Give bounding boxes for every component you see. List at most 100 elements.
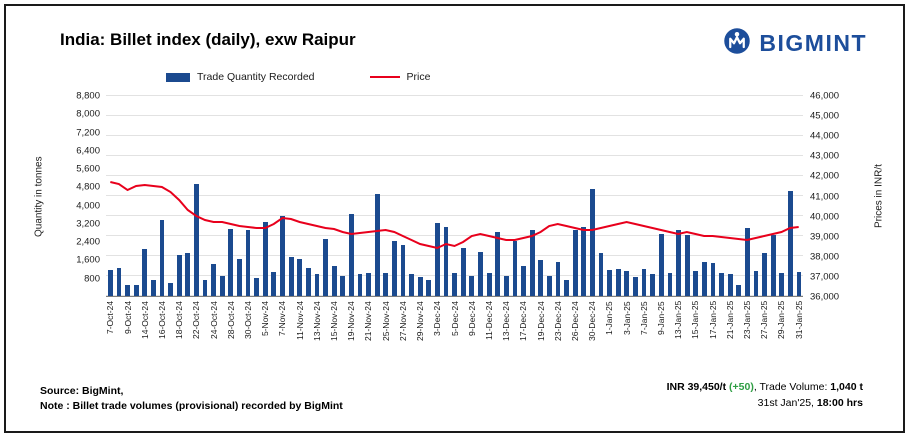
timestamp-line: 31st Jan'25, 18:00 hrs: [667, 395, 863, 411]
quantity-bar: [701, 261, 707, 296]
gridline: [106, 115, 803, 116]
quantity-bar: [469, 275, 475, 296]
x-tick-label: 30-Oct-24: [242, 301, 253, 339]
quantity-bar: [168, 283, 173, 296]
bar-slot: [468, 96, 477, 296]
quantity-bar: [237, 259, 242, 296]
right-tick-label: 38,000: [810, 251, 840, 263]
x-tick-label: 9-Jan-25: [656, 301, 667, 335]
bar-slot: [597, 96, 606, 296]
x-tick-label: 30-Dec-24: [587, 301, 598, 341]
bar-slot: [364, 96, 373, 296]
quantity-bar: [615, 268, 621, 296]
quantity-bar: [478, 251, 483, 296]
x-tick-label: 16-Oct-24: [156, 301, 167, 339]
brand-name: BIGMINT: [759, 30, 867, 56]
left-axis-title: Quantity in tonnes: [33, 156, 45, 237]
bar-slot: [795, 96, 804, 296]
left-tick-label: 4,000: [76, 200, 100, 212]
right-tick-label: 45,000: [810, 110, 840, 122]
note-text: Note : Billet trade volumes (provisional…: [40, 400, 343, 412]
volume-prefix: , Trade Volume:: [753, 381, 831, 393]
x-tick-label: 11-Dec-24: [483, 301, 494, 341]
quantity-bar: [305, 267, 311, 296]
quantity-bar: [598, 252, 604, 296]
x-tick-label: 24-Oct-24: [208, 301, 219, 339]
bar-slot: [519, 96, 528, 296]
chart-legend: Trade Quantity Recorded Price: [166, 71, 430, 83]
latest-price: INR 39,450/t: [666, 381, 727, 393]
bar-slot: [433, 96, 442, 296]
bar-slot: [373, 96, 382, 296]
quantity-bar: [719, 273, 724, 296]
bar-slot: [786, 96, 795, 296]
x-tick-label: 7-Oct-24: [105, 301, 116, 335]
page-title: India: Billet index (daily), exw Raipur: [60, 30, 356, 49]
bar-slot: [304, 96, 313, 296]
quantity-bar: [710, 263, 716, 296]
quantity-bar: [538, 259, 544, 296]
right-tick-label: 36,000: [810, 291, 840, 303]
bar-slot: [666, 96, 675, 296]
x-tick-label: 19-Nov-24: [346, 301, 357, 341]
legend-label-price: Price: [406, 71, 431, 83]
quantity-bar: [796, 272, 802, 296]
bar-slot: [278, 96, 287, 296]
x-tick-label: 27-Jan-25: [759, 301, 770, 340]
quantity-bar: [176, 255, 182, 296]
x-tick-label: 7-Jan-25: [638, 301, 649, 335]
x-tick-label: 29-Jan-25: [776, 301, 787, 340]
x-tick-label: 9-Dec-24: [466, 301, 477, 336]
x-tick-label: 25-Nov-24: [380, 301, 391, 341]
bar-slot: [123, 96, 132, 296]
price-summary-line: INR 39,450/t (+50), Trade Volume: 1,040 …: [667, 379, 863, 395]
quantity-bar: [435, 223, 440, 296]
left-tick-label: 6,400: [76, 145, 100, 157]
bar-slot: [717, 96, 726, 296]
quantity-bar: [228, 228, 234, 296]
quantity-bar: [340, 275, 346, 296]
quantity-bar: [581, 226, 587, 296]
footer-source-block: Source: BigMint, Note : Billet trade vol…: [40, 384, 343, 414]
left-tick-label: 8,000: [76, 108, 100, 120]
x-tick-label: 15-Nov-24: [329, 301, 340, 341]
quantity-bar: [693, 271, 699, 296]
left-tick-label: 4,800: [76, 181, 100, 193]
bar-slot: [140, 96, 149, 296]
quantity-bar: [460, 248, 466, 296]
right-tick-label: 46,000: [810, 90, 840, 102]
gridline: [106, 235, 803, 236]
x-tick-label: 5-Dec-24: [449, 301, 460, 336]
bar-slot: [201, 96, 210, 296]
bigmint-logo: BIGMINT: [722, 26, 867, 61]
left-tick-label: 2,400: [76, 236, 100, 248]
bar-slot: [562, 96, 571, 296]
trade-volume: 1,040 t: [830, 381, 863, 393]
quantity-bar: [374, 193, 380, 296]
bar-slot: [571, 96, 580, 296]
gridline: [106, 95, 803, 96]
quantity-bar: [125, 284, 130, 296]
quantity-bar: [512, 241, 518, 296]
x-tick-label: 3-Dec-24: [432, 301, 443, 336]
x-tick-label: 23-Dec-24: [552, 301, 563, 341]
quantity-bar: [348, 214, 354, 296]
quantity-bar: [280, 216, 285, 296]
quantity-bar: [495, 232, 501, 296]
quantity-bar: [202, 280, 208, 296]
x-tick-label: 27-Nov-24: [397, 301, 408, 341]
x-tick-label: 13-Dec-24: [501, 301, 512, 341]
x-tick-label: 13-Nov-24: [311, 301, 322, 341]
quantity-bar: [770, 234, 776, 296]
quantity-bar: [788, 191, 793, 296]
plot-area: [106, 95, 804, 297]
gridline: [106, 215, 803, 216]
footer-quote-block: INR 39,450/t (+50), Trade Volume: 1,040 …: [667, 379, 863, 411]
bar-slot: [769, 96, 778, 296]
bar-slot: [536, 96, 545, 296]
bar-slot: [683, 96, 692, 296]
bar-slot: [778, 96, 787, 296]
x-tick-label: 18-Oct-24: [174, 301, 185, 339]
bar-slot: [691, 96, 700, 296]
quantity-bar: [590, 189, 595, 296]
